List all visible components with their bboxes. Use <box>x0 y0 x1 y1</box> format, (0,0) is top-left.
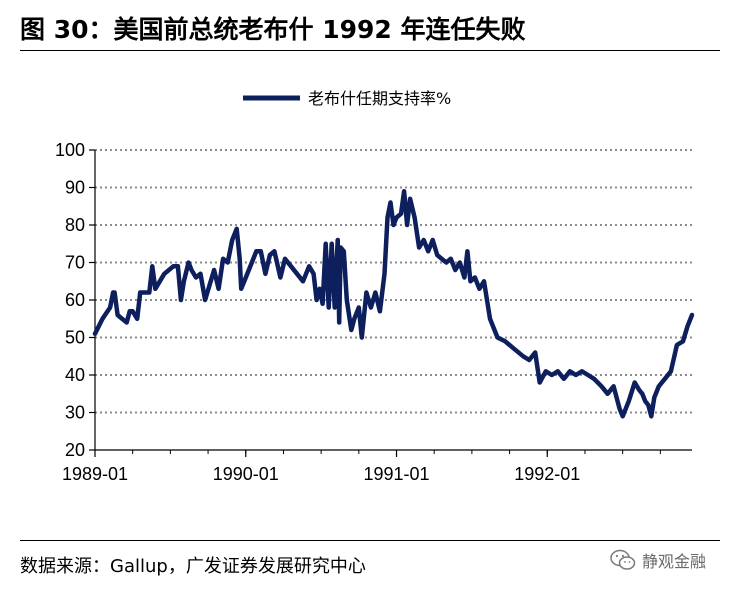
figure-title: 图 30：美国前总统老布什 1992 年连任失败 <box>20 15 526 44</box>
x-tick-label: 1991-01 <box>363 464 429 484</box>
title-rule <box>20 50 720 51</box>
y-tick-label: 100 <box>55 140 85 160</box>
x-tick-label: 1990-01 <box>213 464 279 484</box>
x-tick-label: 1989-01 <box>62 464 128 484</box>
y-tick-label: 30 <box>65 403 85 423</box>
wechat-icon <box>610 549 636 570</box>
y-tick-label: 90 <box>65 178 85 198</box>
watermark: 静观金融 <box>610 548 706 572</box>
y-tick-label: 50 <box>65 328 85 348</box>
y-tick-label: 60 <box>65 290 85 310</box>
y-tick-label: 70 <box>65 253 85 273</box>
source-note: 数据来源：Gallup，广发证券发展研究中心 <box>20 556 366 577</box>
y-tick-label: 40 <box>65 365 85 385</box>
watermark-label: 静观金融 <box>642 552 707 571</box>
legend-label: 老布什任期支持率% <box>308 89 451 108</box>
y-tick-label: 80 <box>65 215 85 235</box>
y-tick-label: 20 <box>65 440 85 460</box>
footer-rule <box>20 540 720 541</box>
x-tick-label: 1992-01 <box>514 464 580 484</box>
series-line <box>92 189 695 419</box>
